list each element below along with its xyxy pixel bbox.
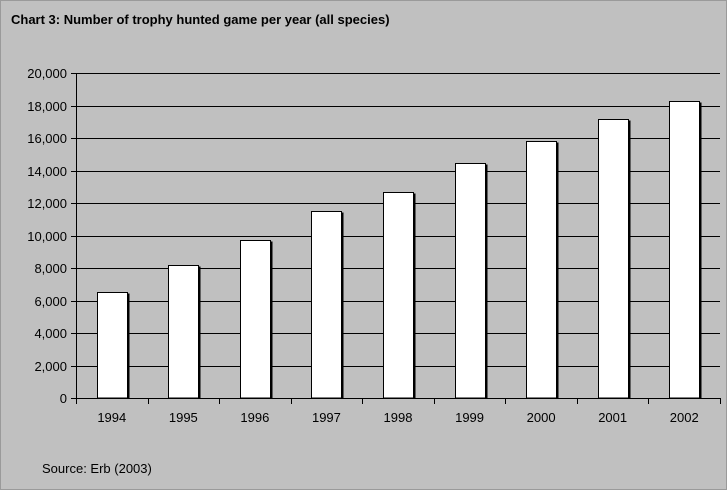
bar xyxy=(526,141,557,399)
y-tick-label: 4,000 xyxy=(34,326,67,341)
source-note: Source: Erb (2003) xyxy=(42,461,152,476)
tick-labels: 0 2,000 4,000 6,000 8,000 10,000 12,000 14,000 1… xyxy=(27,66,698,425)
y-tick-label: 20,000 xyxy=(27,66,67,81)
bar xyxy=(168,265,199,399)
bar xyxy=(669,101,700,399)
y-tick-label: 2,000 xyxy=(34,359,67,374)
axes xyxy=(71,73,721,404)
x-tick-label: 1999 xyxy=(455,410,484,425)
bar xyxy=(455,163,486,399)
bar xyxy=(598,119,629,399)
y-tick-label: 10,000 xyxy=(27,229,67,244)
y-tick-label: 14,000 xyxy=(27,164,67,179)
x-tick-label: 2002 xyxy=(670,410,699,425)
x-tick-label: 1996 xyxy=(240,410,269,425)
x-tick-label: 1994 xyxy=(97,410,126,425)
x-tick-label: 2000 xyxy=(527,410,556,425)
chart-title: Chart 3: Number of trophy hunted game pe… xyxy=(11,12,390,27)
bar xyxy=(311,211,342,399)
x-tick-label: 2001 xyxy=(598,410,627,425)
bar xyxy=(97,292,128,399)
x-tick-label: 1995 xyxy=(169,410,198,425)
x-tick-label: 1998 xyxy=(384,410,413,425)
y-tick-label: 16,000 xyxy=(27,131,67,146)
y-tick-label: 8,000 xyxy=(34,261,67,276)
bars xyxy=(97,101,702,399)
y-tick-label: 6,000 xyxy=(34,294,67,309)
bar xyxy=(240,240,271,399)
y-tick-label: 18,000 xyxy=(27,99,67,114)
bar xyxy=(383,192,414,399)
y-tick-label: 0 xyxy=(60,391,67,406)
x-tick-label: 1997 xyxy=(312,410,341,425)
y-tick-label: 12,000 xyxy=(27,196,67,211)
